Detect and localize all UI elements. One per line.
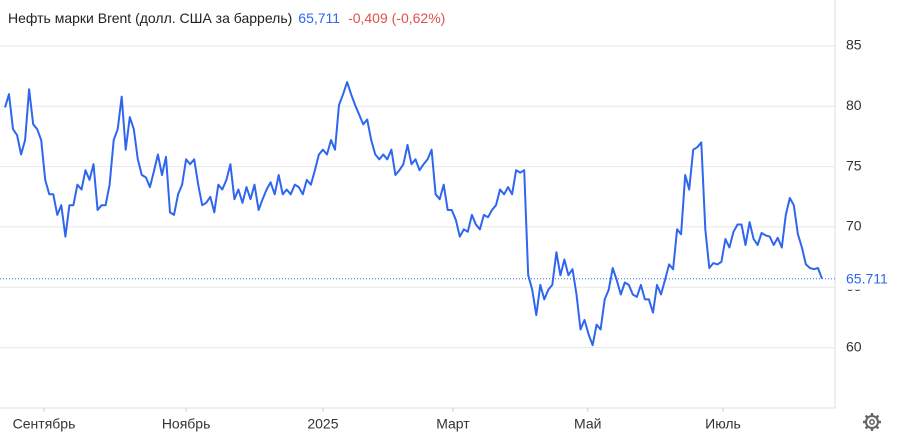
header: Нефть марки Brent (долл. США за баррель)…	[8, 10, 445, 26]
x-tick-label: Май	[574, 416, 601, 432]
current-price-label: 65.711	[846, 270, 888, 286]
y-tick-label: 80	[846, 97, 862, 113]
price-line	[4, 81, 823, 347]
price-change: -0,409 (-0,62%)	[348, 10, 445, 26]
x-tick-label: Март	[436, 416, 470, 432]
gear-teeth[interactable]	[863, 413, 881, 431]
x-tick-label: Ноябрь	[162, 416, 211, 432]
y-tick-label: 60	[846, 338, 862, 354]
price: 65,711	[298, 10, 340, 26]
settings-icon[interactable]	[863, 413, 881, 431]
x-tick-label: 2025	[307, 416, 338, 432]
current-price-box	[840, 267, 898, 290]
y-tick-label: 85	[846, 37, 862, 53]
y-tick-label: 70	[846, 218, 862, 234]
x-tick-label: Июль	[705, 416, 741, 432]
gear-hub[interactable]	[869, 419, 875, 425]
chart-title: Нефть марки Brent (долл. США за баррель)	[8, 10, 292, 26]
x-tick-label: Сентябрь	[13, 416, 76, 432]
y-tick-label: 75	[846, 157, 862, 173]
